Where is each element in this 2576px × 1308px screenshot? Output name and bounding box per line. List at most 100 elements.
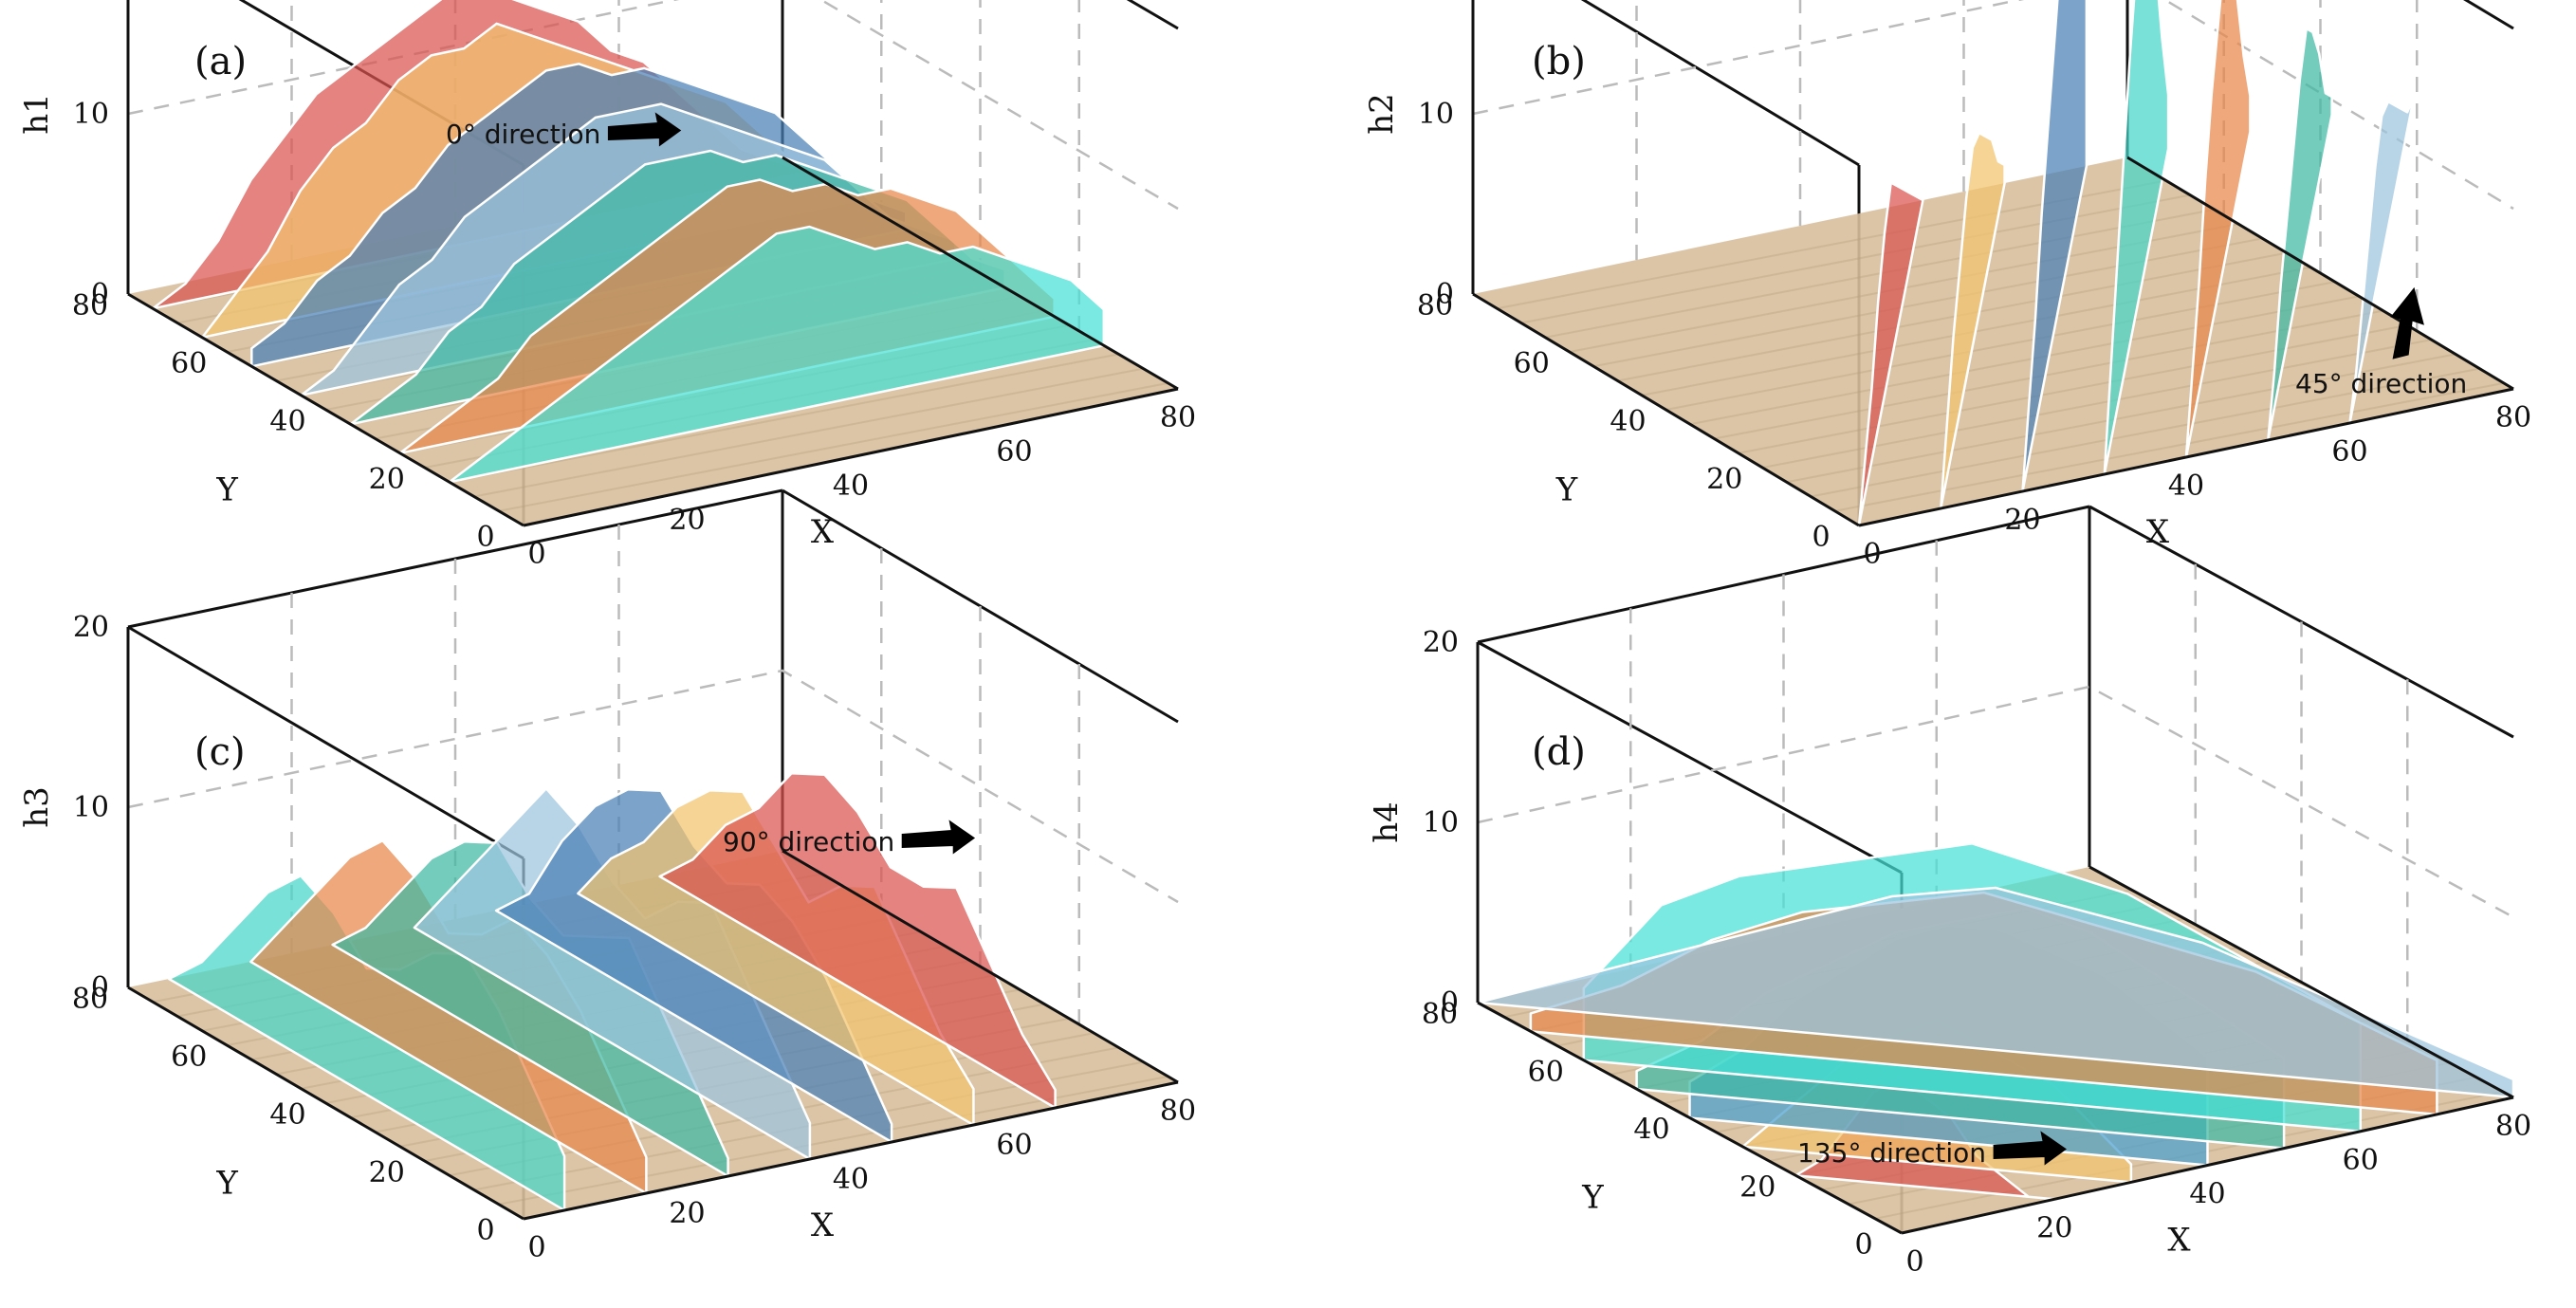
axis-edge-line [1901,1096,2514,1235]
z-tick-label: 10 [1418,98,1454,131]
panel-label: (d) [1532,730,1586,774]
profile-series-area [2184,0,2252,459]
y-tick-label: 20 [1739,1170,1776,1204]
axis-edge-line [1858,387,2514,527]
x-tick-label: 60 [2331,435,2367,469]
panel-label: (c) [194,730,246,774]
y-axis-label: Y [215,470,238,508]
x-tick-label: 80 [2495,401,2531,434]
x-tick-label: 0 [527,538,545,571]
profiles [167,772,1057,1212]
x-tick-label: 60 [996,435,1032,469]
y-tick-label: 0 [476,521,494,554]
y-tick-label: 0 [476,1214,494,1247]
axis-edge-line [127,986,524,1221]
z-axis-label: h4 [1368,801,1406,843]
axis-edge-line [1580,0,1860,167]
axis-edge-line [523,1080,1179,1221]
profiles [1857,0,2416,527]
direction-arrow-icon [607,112,682,147]
y-axis-label: Y [1555,470,1578,508]
axis-edge-line [782,849,1179,1084]
y-tick-label: 40 [1610,405,1646,438]
z-tick-label: 0 [91,278,109,311]
x-axis-label: X [811,1207,835,1244]
profile-series-area [1857,181,1924,527]
surface-texture [473,367,1144,498]
surface-texture [1520,193,2191,324]
x-tick-label: 60 [2343,1144,2379,1177]
axis-edge-line [1477,1001,1903,1235]
z-tick-label: 10 [1423,806,1459,839]
panel-label: (a) [194,40,247,83]
axis-edge-line [2088,865,2514,1099]
x-tick-label: 40 [833,470,869,503]
surface-texture [1786,353,2456,484]
x-tick-label: 0 [527,1231,545,1264]
panel-label: (b) [1532,40,1586,83]
surface-texture [1738,323,2408,454]
profile-series-area [2103,0,2170,476]
z-tick-label: 20 [1423,626,1459,659]
y-tick-label: 20 [1706,463,1742,496]
x-tick-label: 0 [1905,1245,1923,1279]
z-tick-label: 0 [91,971,109,1004]
y-tick-label: 80 [1417,289,1453,322]
axis-edge-line [782,156,1179,391]
y-tick-label: 60 [171,1041,207,1074]
axis-edge-line [1477,640,1903,875]
direction-arrow-icon [2390,286,2424,359]
x-tick-label: 40 [833,1163,869,1196]
y-tick-label: 60 [1528,1056,1564,1089]
axis-edge-line [127,625,524,860]
z-tick-label: 10 [73,98,109,131]
panel-b: 02040608002040608001020XYh2(b)45° direct… [1363,0,2531,571]
z-tick-label: 0 [1441,986,1459,1020]
x-tick-label: 20 [2036,1211,2072,1244]
profile-series-area [1940,131,2006,510]
x-axis-label: X [2167,1222,2191,1260]
y-tick-label: 0 [1812,521,1830,554]
axis-edge-line [2126,156,2514,391]
direction-annotation: 90° direction [723,826,894,857]
profile-series-area [2348,96,2416,425]
axis-edge-line [1472,292,1860,527]
z-axis-label: h3 [18,786,56,828]
surface-texture [1689,295,2360,426]
y-tick-label: 80 [1422,998,1458,1031]
y-tick-label: 40 [269,1098,305,1132]
z-tick-label: 0 [1436,278,1454,311]
x-tick-label: 80 [2495,1110,2531,1143]
profile-series-area [2021,0,2088,493]
y-tick-label: 20 [369,463,405,496]
y-tick-label: 0 [1854,1228,1872,1262]
gridline [127,669,1179,904]
y-axis-label: Y [215,1164,238,1202]
profile-series-area [249,839,648,1195]
surface-texture [498,381,1168,512]
axis-edge-line [523,387,1179,527]
x-tick-label: 20 [669,1197,705,1230]
y-axis-label: Y [1581,1179,1604,1217]
surface-texture [1714,309,2383,440]
profile-series-area [448,225,1106,484]
surface-texture [1592,237,2263,368]
y-tick-label: 60 [171,347,207,380]
y-tick-label: 80 [72,983,108,1016]
x-tick-label: 60 [996,1129,1032,1162]
profiles [1476,842,2515,1201]
x-tick-label: 80 [1160,1095,1196,1128]
profile-series-area [658,772,1057,1110]
profile-series-area [1476,886,2515,1099]
surface-texture [1665,281,2335,411]
surface-texture [1810,367,2480,498]
surface-texture [1834,381,2505,512]
gridline [127,0,1179,211]
y-tick-label: 20 [369,1156,405,1189]
y-tick-label: 60 [1514,347,1550,380]
axis-edge-line [127,292,524,527]
direction-arrow-icon [1993,1131,2067,1166]
y-tick-label: 40 [1633,1114,1669,1147]
